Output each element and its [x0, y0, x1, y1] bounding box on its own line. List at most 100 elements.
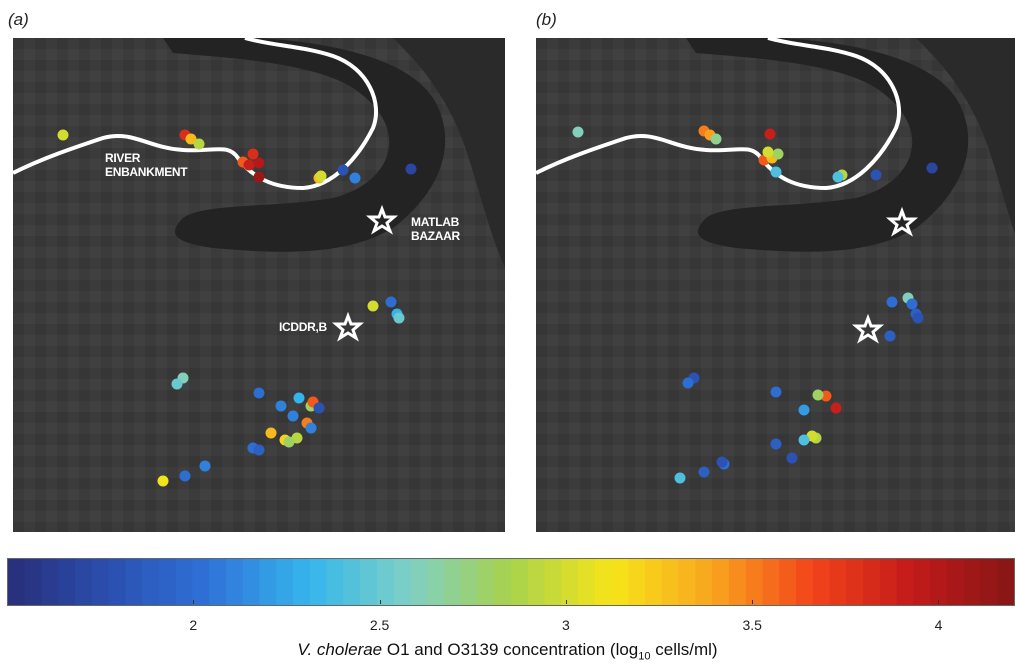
colorbar-segment — [242, 559, 261, 605]
colorbar-segment — [645, 559, 663, 605]
sample-point — [770, 386, 782, 398]
colorbar-segment — [913, 559, 931, 605]
icddrb-label: ICDDR,B — [279, 320, 327, 334]
river-channel — [163, 38, 446, 252]
sample-point — [193, 138, 205, 150]
axis-title-subscript: 10 — [638, 650, 651, 663]
colorbar-tick-mark — [379, 600, 381, 604]
panel-b-label: (b) — [536, 10, 557, 29]
sample-point — [253, 171, 265, 183]
colorbar-segment — [158, 559, 177, 605]
colorbar-segment — [762, 559, 780, 605]
sample-point — [798, 404, 810, 416]
sample-point — [870, 169, 882, 181]
panel-a-label: (a) — [8, 10, 29, 29]
colorbar-segment — [527, 559, 546, 605]
sample-point — [283, 436, 295, 448]
river-embankment-line — [13, 38, 379, 191]
colorbar-segment — [259, 559, 277, 605]
axis-title-units: cells/ml) — [650, 640, 718, 659]
sample-point — [171, 378, 183, 390]
sample-point — [349, 172, 361, 184]
sample-point — [812, 389, 824, 401]
matlab-bazaar-star-icon — [365, 204, 399, 235]
map-panel-b — [536, 38, 1015, 532]
sample-point — [926, 162, 938, 174]
colorbar-segment — [376, 559, 395, 605]
river-bank-shadow — [393, 38, 505, 268]
sample-point — [275, 400, 287, 412]
colorbar-segment — [511, 559, 529, 605]
colorbar-tick-label: 2.5 — [369, 617, 390, 633]
colorbar-segment — [309, 559, 328, 605]
sample-point — [770, 438, 782, 450]
sample-point — [674, 472, 686, 484]
sample-point — [243, 159, 255, 171]
colorbar-segment — [360, 559, 378, 605]
colorbar-segment — [343, 559, 361, 605]
colorbar-segment — [695, 559, 713, 605]
colorbar-segment — [611, 559, 629, 605]
river-channel — [686, 38, 969, 252]
sample-point — [253, 444, 265, 456]
sample-point — [265, 427, 277, 439]
sample-point — [698, 466, 710, 478]
axis-title-text: O1 and O3139 concentration (log — [382, 640, 639, 659]
axis-title-species: V. cholerae — [297, 640, 383, 659]
map-a-canvas — [13, 38, 505, 532]
bazaar-label-line2: BAZAAR — [411, 229, 460, 243]
colorbar-segment — [712, 559, 730, 605]
matlab-bazaar-star-icon — [885, 206, 919, 237]
colorbar-segment — [24, 559, 43, 605]
sample-point — [199, 460, 211, 472]
sample-point — [682, 377, 694, 389]
colorbar-segment — [393, 559, 411, 605]
river-embankment-line — [536, 38, 902, 191]
sample-point — [906, 298, 918, 310]
sample-point — [293, 392, 305, 404]
sample-point — [572, 126, 584, 138]
colorbar-segment — [125, 559, 143, 605]
colorbar-tick-mark — [565, 600, 567, 604]
colorbar-tick-mark — [938, 600, 940, 604]
colorbar-segment — [477, 559, 495, 605]
colorbar-axis-title: V. cholerae O1 and O3139 concentration (… — [0, 640, 1015, 662]
colorbar-tick-label: 2 — [189, 617, 198, 633]
colorbar-segment — [863, 559, 881, 605]
colorbar-segment — [326, 559, 344, 605]
sample-point — [253, 387, 265, 399]
sample-point — [185, 133, 197, 145]
map-b-canvas — [536, 38, 1015, 532]
colorbar-segment — [58, 559, 76, 605]
colorbar-segment — [142, 559, 160, 605]
colorbar-segment — [427, 559, 445, 605]
colorbar-segment — [745, 559, 764, 605]
sample-point — [710, 133, 722, 145]
sample-point — [405, 163, 417, 175]
river-embankment-label: RIVER ENBANKMENT — [105, 151, 188, 179]
sample-point — [393, 312, 405, 324]
colorbar-segment — [594, 559, 613, 605]
colorbar-segment — [963, 559, 982, 605]
river-label-line2: ENBANKMENT — [105, 165, 188, 179]
colorbar-segment — [829, 559, 847, 605]
sample-point — [762, 146, 774, 158]
matlab-bazaar-label: MATLAB BAZAAR — [411, 215, 460, 243]
colorbar-segment — [460, 559, 479, 605]
colorbar-segment — [276, 559, 294, 605]
sample-point — [798, 434, 810, 446]
points-group-a — [57, 129, 417, 487]
colorbar-segment — [192, 559, 210, 605]
colorbar-segment — [91, 559, 110, 605]
colorbar-segment — [578, 559, 596, 605]
colorbar-segment — [728, 559, 747, 605]
colorbar-segment — [661, 559, 680, 605]
sample-point — [884, 330, 896, 342]
sample-point — [716, 456, 728, 468]
colorbar-segment — [293, 559, 311, 605]
map-panel-a: RIVER ENBANKMENT MATLAB BAZAAR ICDDR,B — [13, 38, 505, 532]
colorbar-segment — [796, 559, 814, 605]
sample-point — [367, 300, 379, 312]
sample-point — [157, 475, 169, 487]
colorbar-segment — [628, 559, 646, 605]
